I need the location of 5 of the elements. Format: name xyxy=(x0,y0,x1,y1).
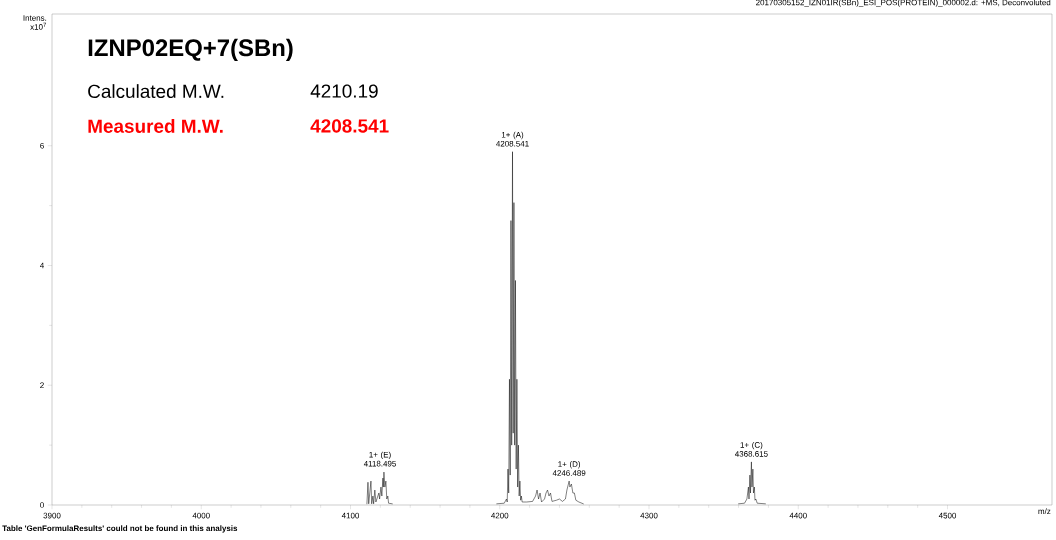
annotation: 4208.541 xyxy=(310,119,389,133)
annotation: Measured M.W. xyxy=(88,119,223,133)
annotation: IZNP02EQ+7(SBn) xyxy=(88,38,293,61)
annotation: Calculated M.W. xyxy=(88,84,224,99)
annotation: 4210.19 xyxy=(310,84,378,98)
